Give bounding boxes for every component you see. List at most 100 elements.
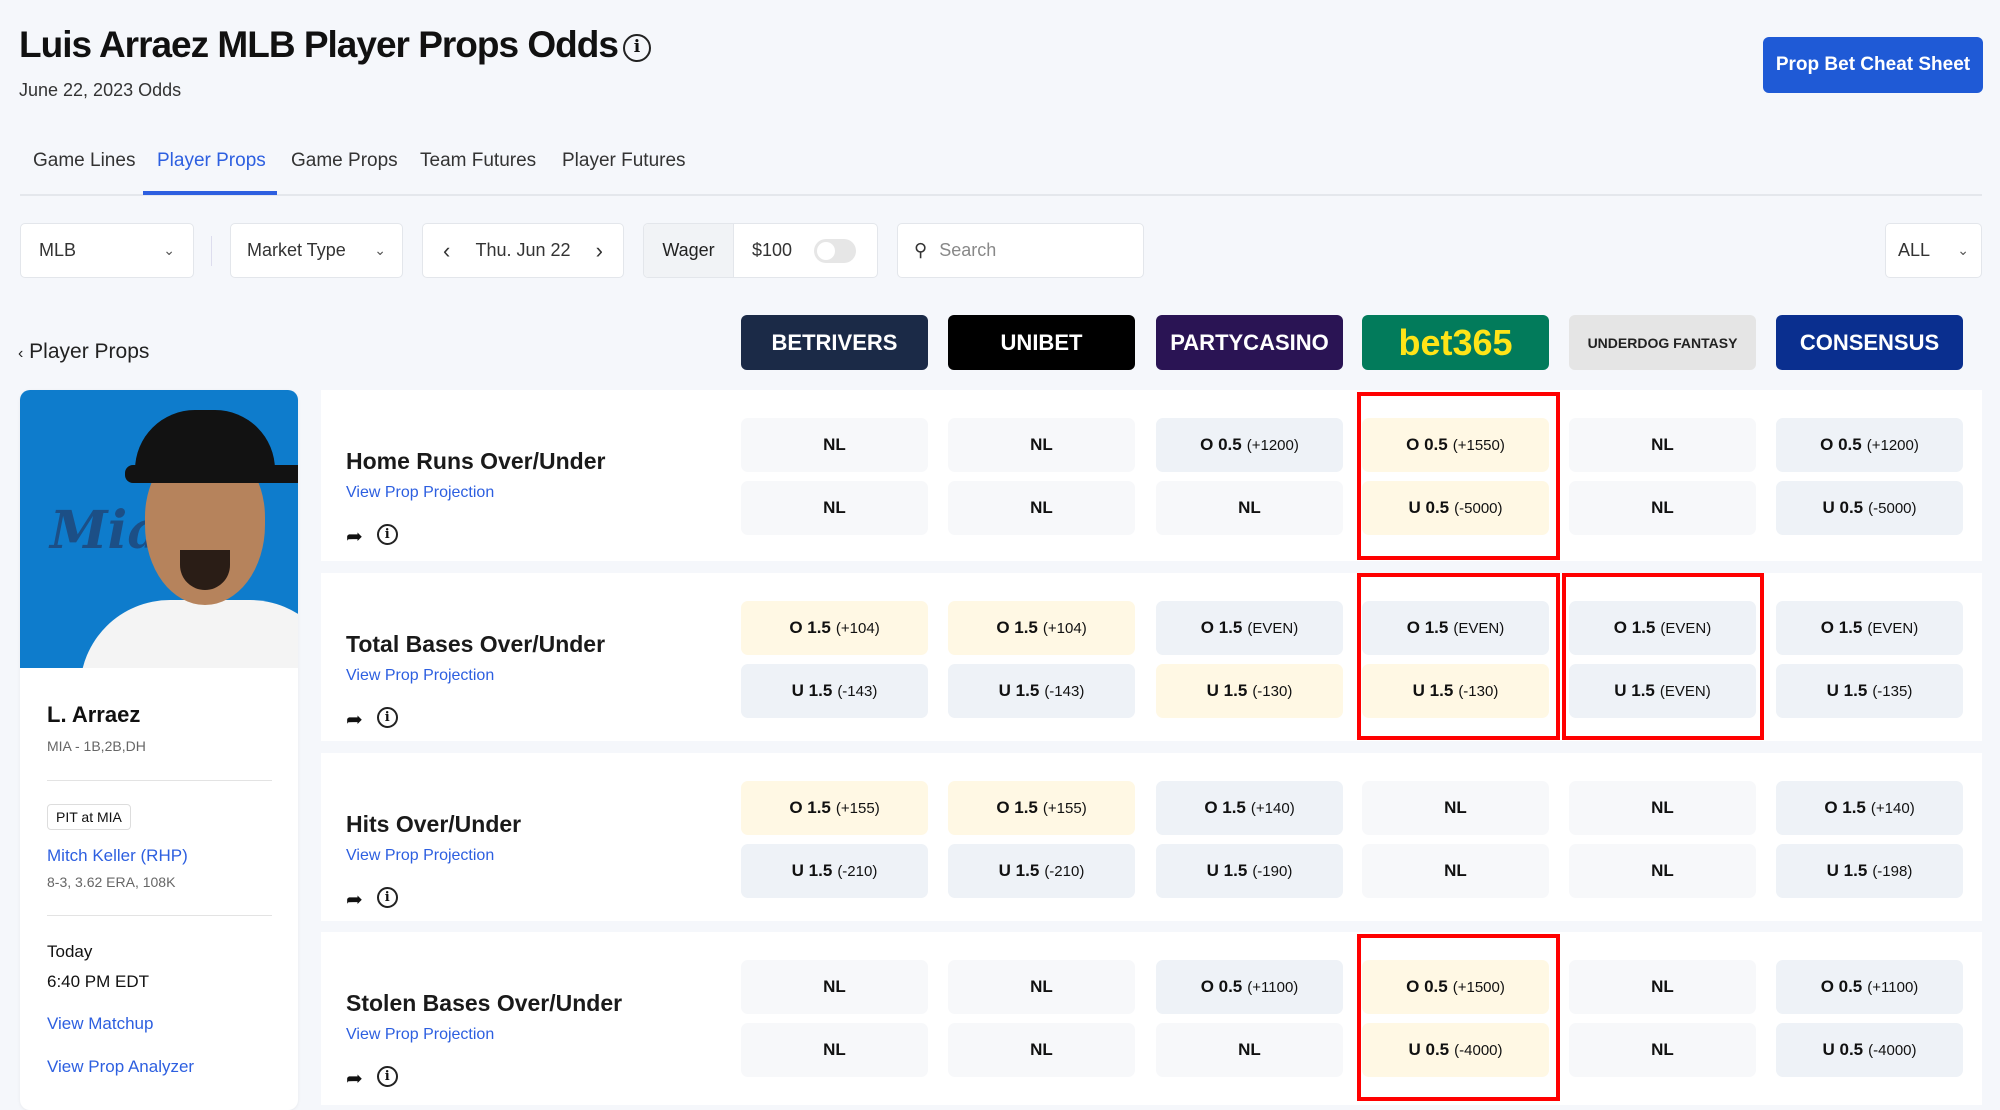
odds-cell-under[interactable]: NL xyxy=(741,1023,928,1077)
odds-cell-over[interactable]: O 1.5 (EVEN) xyxy=(1776,601,1963,655)
tab-team-futures[interactable]: Team Futures xyxy=(420,150,537,171)
odds-cell-over[interactable]: NL xyxy=(948,418,1135,472)
odds-cell-under[interactable]: NL xyxy=(1156,481,1343,535)
sportsbook-logo-underdog-fantasy[interactable]: UNDERDOG FANTASY xyxy=(1569,315,1756,370)
odds-cell-over[interactable]: O 0.5 (+1200) xyxy=(1776,418,1963,472)
line: U 1.5 xyxy=(1412,681,1454,700)
odds-cell-over[interactable]: O 1.5 (EVEN) xyxy=(1362,601,1549,655)
info-icon[interactable]: i xyxy=(623,34,651,62)
odds: (-210) xyxy=(1044,862,1085,880)
sportsbook-logo-unibet[interactable]: UNIBET xyxy=(948,315,1135,370)
back-to-player-props[interactable]: ‹ Player Props xyxy=(18,340,149,364)
odds-cell-over[interactable]: O 1.5 (EVEN) xyxy=(1569,601,1756,655)
odds-cell-under[interactable]: U 1.5 (EVEN) xyxy=(1569,664,1756,718)
info-icon[interactable]: i xyxy=(376,1066,398,1087)
view-prop-projection-link[interactable]: View Prop Projection xyxy=(346,667,495,684)
odds-cell-under[interactable]: U 1.5 (-130) xyxy=(1156,664,1343,718)
odds-cell-over[interactable]: O 0.5 (+1550) xyxy=(1362,418,1549,472)
odds-cell-under[interactable]: U 0.5 (-4000) xyxy=(1362,1023,1549,1077)
info-icon[interactable]: i xyxy=(376,524,398,545)
odds-cell-over[interactable]: O 1.5 (+104) xyxy=(948,601,1135,655)
odds-cell-under[interactable]: U 1.5 (-135) xyxy=(1776,664,1963,718)
prop-row: Home Runs Over/Under View Prop Projectio… xyxy=(321,390,1982,561)
odds-cell-under[interactable]: U 1.5 (-210) xyxy=(741,844,928,898)
odds-cell-under[interactable]: U 0.5 (-4000) xyxy=(1776,1023,1963,1077)
odds: (EVEN) xyxy=(1867,619,1919,637)
line: U 1.5 xyxy=(1826,681,1868,700)
sportsbook-logo-consensus[interactable]: CONSENSUS xyxy=(1776,315,1963,370)
odds-cell-over[interactable]: O 1.5 (+104) xyxy=(741,601,928,655)
odds-cell-over[interactable]: O 0.5 (+1500) xyxy=(1362,960,1549,1014)
date-picker[interactable]: ‹ Thu. Jun 22 › xyxy=(422,223,624,278)
market-type-select[interactable]: Market Type ⌄ xyxy=(230,223,403,278)
chevron-left-icon: ‹ xyxy=(18,345,24,362)
odds-cell-over[interactable]: NL xyxy=(1362,781,1549,835)
share-icon[interactable]: ➦ xyxy=(346,707,363,731)
line: O 1.5 xyxy=(1824,798,1866,817)
odds-cell-under[interactable]: U 1.5 (-143) xyxy=(741,664,928,718)
view-prop-analyzer-link[interactable]: View Prop Analyzer xyxy=(47,1057,195,1076)
tab-game-props[interactable]: Game Props xyxy=(291,150,398,171)
sportsbook-logo-betrivers[interactable]: BETRIVERS xyxy=(741,315,928,370)
odds-cell-under[interactable]: NL xyxy=(948,1023,1135,1077)
odds-cell-over[interactable]: NL xyxy=(741,418,928,472)
odds-cell-under[interactable]: NL xyxy=(1569,844,1756,898)
odds-cell-over[interactable]: O 0.5 (+1100) xyxy=(1156,960,1343,1014)
odds-cell-over[interactable]: NL xyxy=(948,960,1135,1014)
line: O 1.5 xyxy=(996,618,1038,637)
odds-cell-over[interactable]: NL xyxy=(1569,781,1756,835)
line: NL xyxy=(1651,798,1674,817)
odds-cell-over[interactable]: O 1.5 (+155) xyxy=(948,781,1135,835)
odds-cell-under[interactable]: NL xyxy=(948,481,1135,535)
next-date-icon[interactable]: › xyxy=(595,237,603,263)
prev-date-icon[interactable]: ‹ xyxy=(443,237,451,263)
tab-player-props[interactable]: Player Props xyxy=(157,150,266,171)
odds-cell-over[interactable]: O 1.5 (+140) xyxy=(1776,781,1963,835)
active-tab-indicator xyxy=(143,191,277,195)
odds-cell-under[interactable]: NL xyxy=(1569,481,1756,535)
odds-cell-under[interactable]: U 1.5 (-190) xyxy=(1156,844,1343,898)
odds-cell-over[interactable]: O 0.5 (+1200) xyxy=(1156,418,1343,472)
wager-input[interactable]: $100 xyxy=(752,240,793,260)
odds-cell-under[interactable]: NL xyxy=(1569,1023,1756,1077)
odds-cell-over[interactable]: NL xyxy=(1569,418,1756,472)
tab-game-lines[interactable]: Game Lines xyxy=(33,150,136,171)
view-prop-projection-link[interactable]: View Prop Projection xyxy=(346,847,495,864)
annotation-box xyxy=(1357,573,1560,740)
info-icon[interactable]: i xyxy=(376,707,398,728)
search-input[interactable]: ⚲ Search xyxy=(897,223,1144,278)
odds-cell-under[interactable]: U 1.5 (-198) xyxy=(1776,844,1963,898)
tab-player-futures[interactable]: Player Futures xyxy=(562,150,686,171)
odds-cell-under[interactable]: U 1.5 (-130) xyxy=(1362,664,1549,718)
sportsbook-logo-partycasino[interactable]: PARTYCASINO xyxy=(1156,315,1343,370)
line: U 0.5 xyxy=(1822,1040,1864,1059)
odds-cell-over[interactable]: NL xyxy=(741,960,928,1014)
view-prop-projection-link[interactable]: View Prop Projection xyxy=(346,484,495,501)
odds-cell-under[interactable]: NL xyxy=(741,481,928,535)
odds-cell-under[interactable]: U 0.5 (-5000) xyxy=(1776,481,1963,535)
view-prop-projection-link[interactable]: View Prop Projection xyxy=(346,1026,495,1043)
prop-bet-cheat-sheet-button[interactable]: Prop Bet Cheat Sheet xyxy=(1763,37,1983,93)
odds-cell-over[interactable]: O 1.5 (EVEN) xyxy=(1156,601,1343,655)
view-matchup-link[interactable]: View Matchup xyxy=(47,1014,154,1033)
share-icon[interactable]: ➦ xyxy=(346,1066,363,1090)
all-select[interactable]: ALL ⌄ xyxy=(1885,223,1982,278)
odds-cell-over[interactable]: NL xyxy=(1569,960,1756,1014)
annotation-box xyxy=(1357,392,1560,560)
share-icon[interactable]: ➦ xyxy=(346,887,363,911)
player-card: Miami L. Arraez MIA - 1B,2B,DH PIT at MI… xyxy=(20,390,298,1110)
share-icon[interactable]: ➦ xyxy=(346,524,363,548)
odds-cell-under[interactable]: U 1.5 (-210) xyxy=(948,844,1135,898)
sportsbook-logo-bet365[interactable]: bet365 xyxy=(1362,315,1549,370)
league-select[interactable]: MLB ⌄ xyxy=(20,223,194,278)
odds-cell-under[interactable]: U 0.5 (-5000) xyxy=(1362,481,1549,535)
odds-cell-over[interactable]: O 1.5 (+155) xyxy=(741,781,928,835)
wager-toggle[interactable] xyxy=(814,238,857,263)
odds-cell-over[interactable]: O 1.5 (+140) xyxy=(1156,781,1343,835)
odds-cell-under[interactable]: NL xyxy=(1362,844,1549,898)
pitcher-link[interactable]: Mitch Keller (RHP) xyxy=(47,846,188,865)
info-icon[interactable]: i xyxy=(376,887,398,908)
odds-cell-under[interactable]: U 1.5 (-143) xyxy=(948,664,1135,718)
odds-cell-over[interactable]: O 0.5 (+1100) xyxy=(1776,960,1963,1014)
odds-cell-under[interactable]: NL xyxy=(1156,1023,1343,1077)
